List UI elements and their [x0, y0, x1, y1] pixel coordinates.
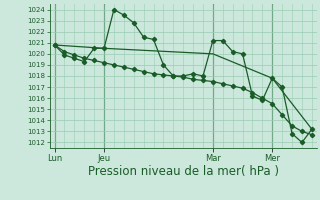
- X-axis label: Pression niveau de la mer( hPa ): Pression niveau de la mer( hPa ): [88, 165, 279, 178]
